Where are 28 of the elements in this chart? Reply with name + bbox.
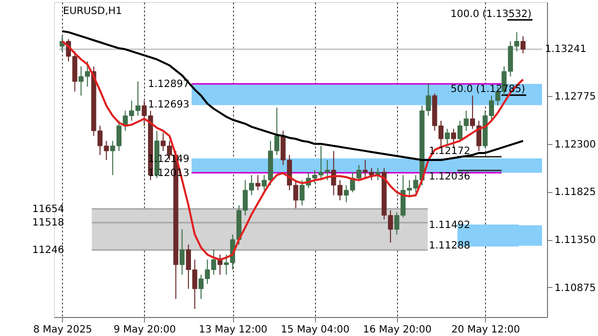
ref-line-label: 1.12693 — [148, 99, 190, 110]
annotation: 11246 — [32, 244, 64, 256]
x-tick-label: 13 May 12:00 — [198, 324, 268, 336]
candlestick — [520, 36, 526, 54]
x-tick-label: 15 May 04:00 — [280, 324, 350, 336]
chart-title: EURUSD,H1 — [63, 6, 122, 17]
candlestick — [444, 128, 450, 146]
y-tick-label: 1.12300 — [554, 139, 596, 150]
ref-line-label: 1.12897 — [148, 78, 190, 90]
y-tick-label: 1.10875 — [554, 282, 596, 294]
ref-line-label: 1.11492 — [428, 220, 470, 232]
candlestick — [180, 228, 185, 276]
ref-line-label: 1.11288 — [428, 240, 470, 252]
x-tick-label: 9 May 20:00 — [114, 324, 176, 336]
x-tick-label: 20 May 12:00 — [451, 324, 520, 336]
line-series — [61, 30, 524, 162]
ref-line-label: 1.12036 — [428, 171, 470, 182]
candlestick — [451, 128, 456, 148]
annotation: 11654 — [32, 204, 64, 215]
y-tick-label: 1.11825 — [554, 187, 596, 198]
ref-line-label: 1.13241 — [545, 44, 586, 56]
y-tick-label: 1.12775 — [554, 92, 596, 103]
y-tick-label: 1.11350 — [554, 235, 596, 246]
annotation: 11518 — [32, 218, 64, 229]
ref-line-label: 100.0 (1.13532) — [450, 8, 532, 20]
candlestick — [255, 174, 260, 191]
x-tick-label: 16 May 20:00 — [362, 324, 432, 336]
x-tick-label: 8 May 2025 — [33, 324, 92, 336]
